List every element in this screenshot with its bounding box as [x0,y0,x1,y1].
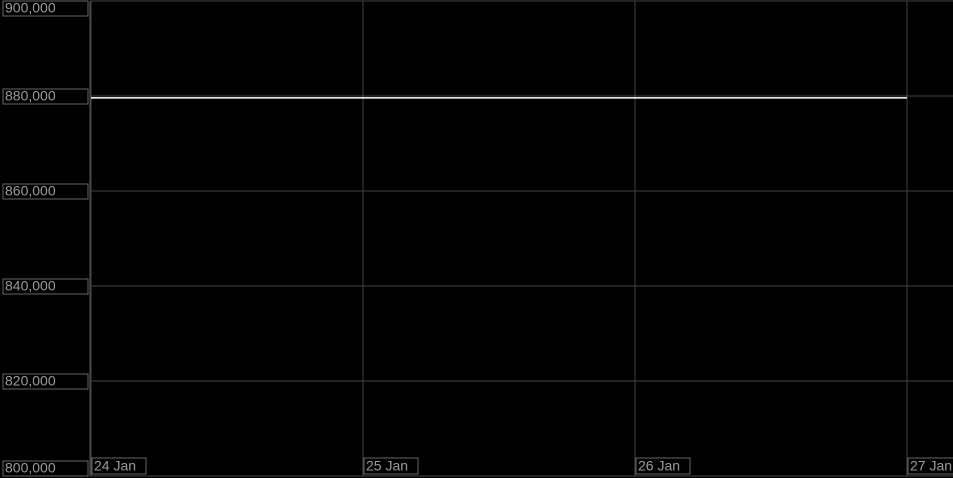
x-tick-box [91,457,147,475]
y-tick-label: 880,000 [5,88,56,104]
y-tick-label: 860,000 [5,183,56,199]
x-tick-label: 25 Jan [366,458,408,474]
y-tick-box [2,0,89,17]
y-tick-box [2,88,89,105]
x-tick-label: 26 Jan [638,458,680,474]
x-tick-box [363,457,419,475]
y-tick-box [2,460,89,477]
y-tick-label: 820,000 [5,373,56,389]
x-tick-box [907,457,953,475]
y-tick-label: 840,000 [5,278,56,294]
y-tick-box [2,373,89,390]
y-tick-box [2,278,89,295]
y-tick-label: 800,000 [5,460,56,476]
y-tick-box [2,183,89,200]
x-tick-label: 24 Jan [94,458,136,474]
x-tick-label: 27 Jan [910,458,952,474]
y-tick-label: 900,000 [5,0,56,16]
x-tick-box [635,457,691,475]
